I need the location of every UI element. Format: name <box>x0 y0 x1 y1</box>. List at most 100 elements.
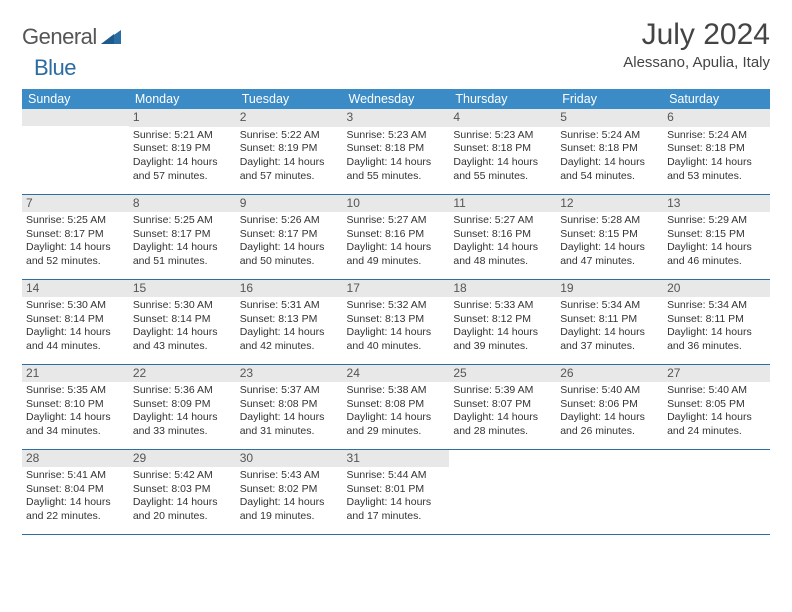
day-number: 6 <box>663 109 770 127</box>
day1-text: Daylight: 14 hours <box>240 411 339 425</box>
day1-text: Daylight: 14 hours <box>667 241 766 255</box>
day1-text: Daylight: 14 hours <box>133 411 232 425</box>
calendar-cell <box>449 449 556 534</box>
calendar-cell: 2Sunrise: 5:22 AMSunset: 8:19 PMDaylight… <box>236 109 343 194</box>
day1-text: Daylight: 14 hours <box>560 241 659 255</box>
calendar-cell <box>663 449 770 534</box>
day2-text: and 55 minutes. <box>347 170 446 184</box>
day1-text: Daylight: 14 hours <box>347 326 446 340</box>
day-number: 22 <box>129 365 236 383</box>
day-number: 14 <box>22 280 129 298</box>
calendar-cell: 8Sunrise: 5:25 AMSunset: 8:17 PMDaylight… <box>129 194 236 279</box>
sunset-text: Sunset: 8:02 PM <box>240 483 339 497</box>
sunrise-text: Sunrise: 5:41 AM <box>26 469 125 483</box>
day-header: Sunday <box>22 89 129 109</box>
day2-text: and 57 minutes. <box>240 170 339 184</box>
day1-text: Daylight: 14 hours <box>347 241 446 255</box>
calendar-cell: 16Sunrise: 5:31 AMSunset: 8:13 PMDayligh… <box>236 279 343 364</box>
day-header: Tuesday <box>236 89 343 109</box>
day-number: 12 <box>556 195 663 213</box>
sunset-text: Sunset: 8:05 PM <box>667 398 766 412</box>
day-number: 27 <box>663 365 770 383</box>
calendar-cell: 23Sunrise: 5:37 AMSunset: 8:08 PMDayligh… <box>236 364 343 449</box>
calendar-cell: 26Sunrise: 5:40 AMSunset: 8:06 PMDayligh… <box>556 364 663 449</box>
sunset-text: Sunset: 8:15 PM <box>667 228 766 242</box>
day-number: 1 <box>129 109 236 127</box>
day-number: 8 <box>129 195 236 213</box>
day1-text: Daylight: 14 hours <box>240 156 339 170</box>
calendar-cell: 21Sunrise: 5:35 AMSunset: 8:10 PMDayligh… <box>22 364 129 449</box>
day2-text: and 47 minutes. <box>560 255 659 269</box>
calendar-cell: 4Sunrise: 5:23 AMSunset: 8:18 PMDaylight… <box>449 109 556 194</box>
day1-text: Daylight: 14 hours <box>453 411 552 425</box>
sunrise-text: Sunrise: 5:34 AM <box>560 299 659 313</box>
calendar-cell: 18Sunrise: 5:33 AMSunset: 8:12 PMDayligh… <box>449 279 556 364</box>
location-label: Alessano, Apulia, Italy <box>623 54 770 71</box>
day1-text: Daylight: 14 hours <box>347 156 446 170</box>
sunrise-text: Sunrise: 5:26 AM <box>240 214 339 228</box>
day1-text: Daylight: 14 hours <box>26 496 125 510</box>
day1-text: Daylight: 14 hours <box>26 241 125 255</box>
sunrise-text: Sunrise: 5:40 AM <box>667 384 766 398</box>
sunset-text: Sunset: 8:17 PM <box>240 228 339 242</box>
day-number: 2 <box>236 109 343 127</box>
day-header: Monday <box>129 89 236 109</box>
sunset-text: Sunset: 8:11 PM <box>560 313 659 327</box>
day1-text: Daylight: 14 hours <box>26 326 125 340</box>
sunset-text: Sunset: 8:13 PM <box>347 313 446 327</box>
sunset-text: Sunset: 8:17 PM <box>133 228 232 242</box>
sunrise-text: Sunrise: 5:40 AM <box>560 384 659 398</box>
sunrise-text: Sunrise: 5:39 AM <box>453 384 552 398</box>
day2-text: and 22 minutes. <box>26 510 125 524</box>
sunset-text: Sunset: 8:16 PM <box>453 228 552 242</box>
day2-text: and 24 minutes. <box>667 425 766 439</box>
sunrise-text: Sunrise: 5:34 AM <box>667 299 766 313</box>
sunrise-text: Sunrise: 5:27 AM <box>453 214 552 228</box>
day1-text: Daylight: 14 hours <box>453 241 552 255</box>
calendar-cell: 10Sunrise: 5:27 AMSunset: 8:16 PMDayligh… <box>343 194 450 279</box>
day-number: 10 <box>343 195 450 213</box>
calendar-cell: 22Sunrise: 5:36 AMSunset: 8:09 PMDayligh… <box>129 364 236 449</box>
day2-text: and 55 minutes. <box>453 170 552 184</box>
sunrise-text: Sunrise: 5:28 AM <box>560 214 659 228</box>
day1-text: Daylight: 14 hours <box>133 241 232 255</box>
sunrise-text: Sunrise: 5:42 AM <box>133 469 232 483</box>
sunrise-text: Sunrise: 5:37 AM <box>240 384 339 398</box>
sunset-text: Sunset: 8:10 PM <box>26 398 125 412</box>
sunrise-text: Sunrise: 5:24 AM <box>560 129 659 143</box>
day1-text: Daylight: 14 hours <box>667 326 766 340</box>
day2-text: and 48 minutes. <box>453 255 552 269</box>
sunrise-text: Sunrise: 5:43 AM <box>240 469 339 483</box>
sunrise-text: Sunrise: 5:38 AM <box>347 384 446 398</box>
sunset-text: Sunset: 8:07 PM <box>453 398 552 412</box>
month-title: July 2024 <box>623 18 770 52</box>
calendar-cell: 19Sunrise: 5:34 AMSunset: 8:11 PMDayligh… <box>556 279 663 364</box>
sunset-text: Sunset: 8:08 PM <box>347 398 446 412</box>
day1-text: Daylight: 14 hours <box>560 156 659 170</box>
day2-text: and 26 minutes. <box>560 425 659 439</box>
day2-text: and 49 minutes. <box>347 255 446 269</box>
sunrise-text: Sunrise: 5:29 AM <box>667 214 766 228</box>
day-number: 9 <box>236 195 343 213</box>
day-header: Thursday <box>449 89 556 109</box>
sunset-text: Sunset: 8:18 PM <box>453 142 552 156</box>
day-number: 25 <box>449 365 556 383</box>
sunset-text: Sunset: 8:14 PM <box>26 313 125 327</box>
sunrise-text: Sunrise: 5:27 AM <box>347 214 446 228</box>
calendar-cell: 3Sunrise: 5:23 AMSunset: 8:18 PMDaylight… <box>343 109 450 194</box>
day1-text: Daylight: 14 hours <box>667 156 766 170</box>
day-header: Wednesday <box>343 89 450 109</box>
calendar-cell: 17Sunrise: 5:32 AMSunset: 8:13 PMDayligh… <box>343 279 450 364</box>
calendar-cell: 14Sunrise: 5:30 AMSunset: 8:14 PMDayligh… <box>22 279 129 364</box>
sunset-text: Sunset: 8:17 PM <box>26 228 125 242</box>
day1-text: Daylight: 14 hours <box>560 411 659 425</box>
calendar-cell: 29Sunrise: 5:42 AMSunset: 8:03 PMDayligh… <box>129 449 236 534</box>
day-number: 7 <box>22 195 129 213</box>
calendar-cell: 1Sunrise: 5:21 AMSunset: 8:19 PMDaylight… <box>129 109 236 194</box>
day-number: 24 <box>343 365 450 383</box>
sunset-text: Sunset: 8:15 PM <box>560 228 659 242</box>
sunset-text: Sunset: 8:04 PM <box>26 483 125 497</box>
day-number: 3 <box>343 109 450 127</box>
day2-text: and 52 minutes. <box>26 255 125 269</box>
calendar-cell: 9Sunrise: 5:26 AMSunset: 8:17 PMDaylight… <box>236 194 343 279</box>
